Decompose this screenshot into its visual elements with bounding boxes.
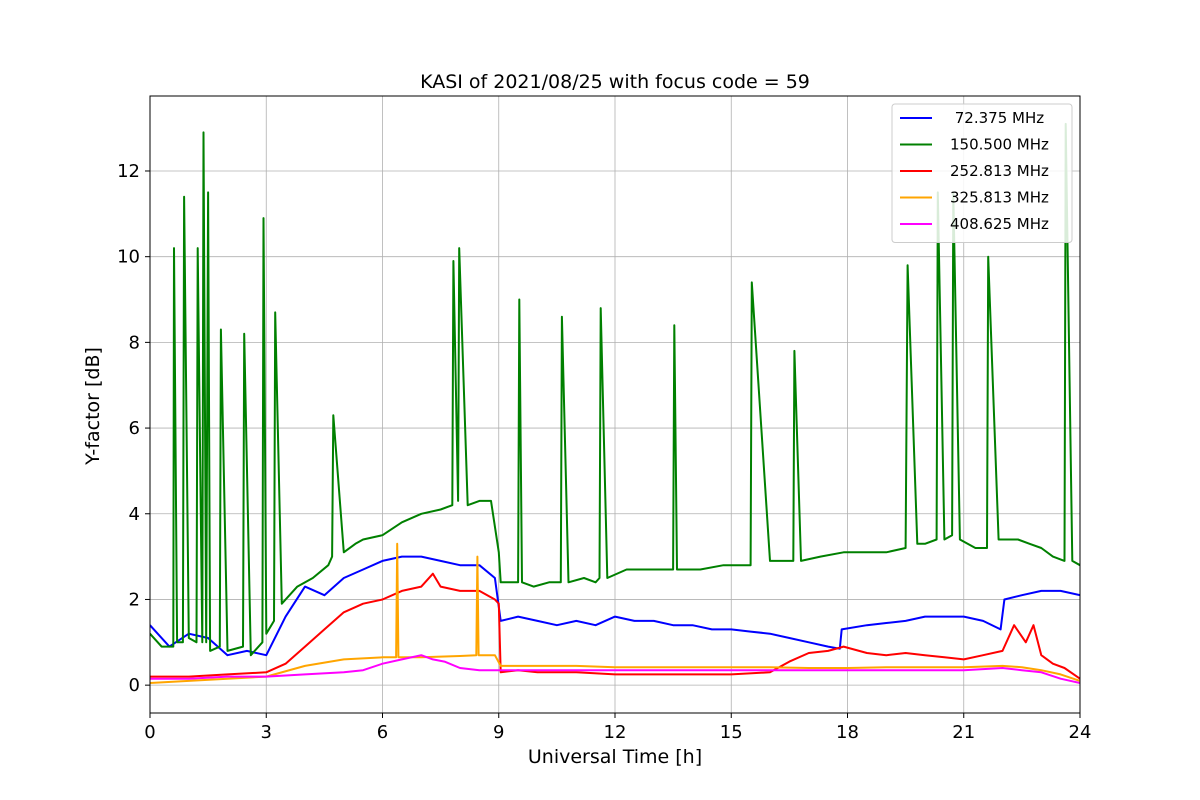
series-lines	[150, 122, 1080, 684]
y-axis-label: Y-factor [dB]	[82, 347, 104, 466]
legend-label: 72.375 MHz	[950, 109, 1044, 127]
legend-label: 408.625 MHz	[950, 215, 1049, 233]
series-line-3	[150, 572, 1080, 680]
y-tick-label: 2	[129, 589, 140, 610]
legend: 72.375 MHz 150.500 MHz 252.813 MHz 325.813 …	[891, 103, 1073, 243]
y-axis-ticks: 0 2 4 6 8 10 12	[117, 161, 150, 696]
legend-label: 325.813 MHz	[950, 189, 1049, 207]
y-tick-label: 4	[129, 504, 140, 525]
legend-box	[891, 103, 1073, 243]
y-tick-label: 0	[129, 675, 140, 696]
y-tick-label: 10	[117, 247, 140, 268]
series-line-5	[150, 654, 1080, 684]
x-tick-label: 15	[720, 722, 743, 743]
x-tick-label: 24	[1069, 722, 1092, 743]
x-tick-label: 12	[604, 722, 627, 743]
x-tick-label: 0	[144, 722, 155, 743]
series-line-1	[150, 555, 1080, 657]
chart-title: KASI of 2021/08/25 with focus code = 59	[420, 71, 810, 93]
x-axis-label: Universal Time [h]	[528, 746, 702, 768]
series-group	[150, 122, 1080, 684]
x-tick-label: 21	[952, 722, 975, 743]
x-tick-label: 6	[377, 722, 388, 743]
series-line-2	[150, 122, 1080, 657]
x-tick-label: 9	[493, 722, 504, 743]
x-axis-ticks: 0 3 6 9 12 15 18 21 24	[144, 713, 1091, 743]
x-tick-label: 18	[836, 722, 859, 743]
y-tick-label: 6	[129, 418, 140, 439]
y-tick-label: 8	[129, 332, 140, 353]
x-tick-label: 3	[261, 722, 272, 743]
series-line-4	[150, 542, 1080, 684]
legend-label: 252.813 MHz	[950, 162, 1049, 180]
legend-label: 150.500 MHz	[950, 136, 1049, 154]
y-tick-label: 12	[117, 161, 140, 182]
